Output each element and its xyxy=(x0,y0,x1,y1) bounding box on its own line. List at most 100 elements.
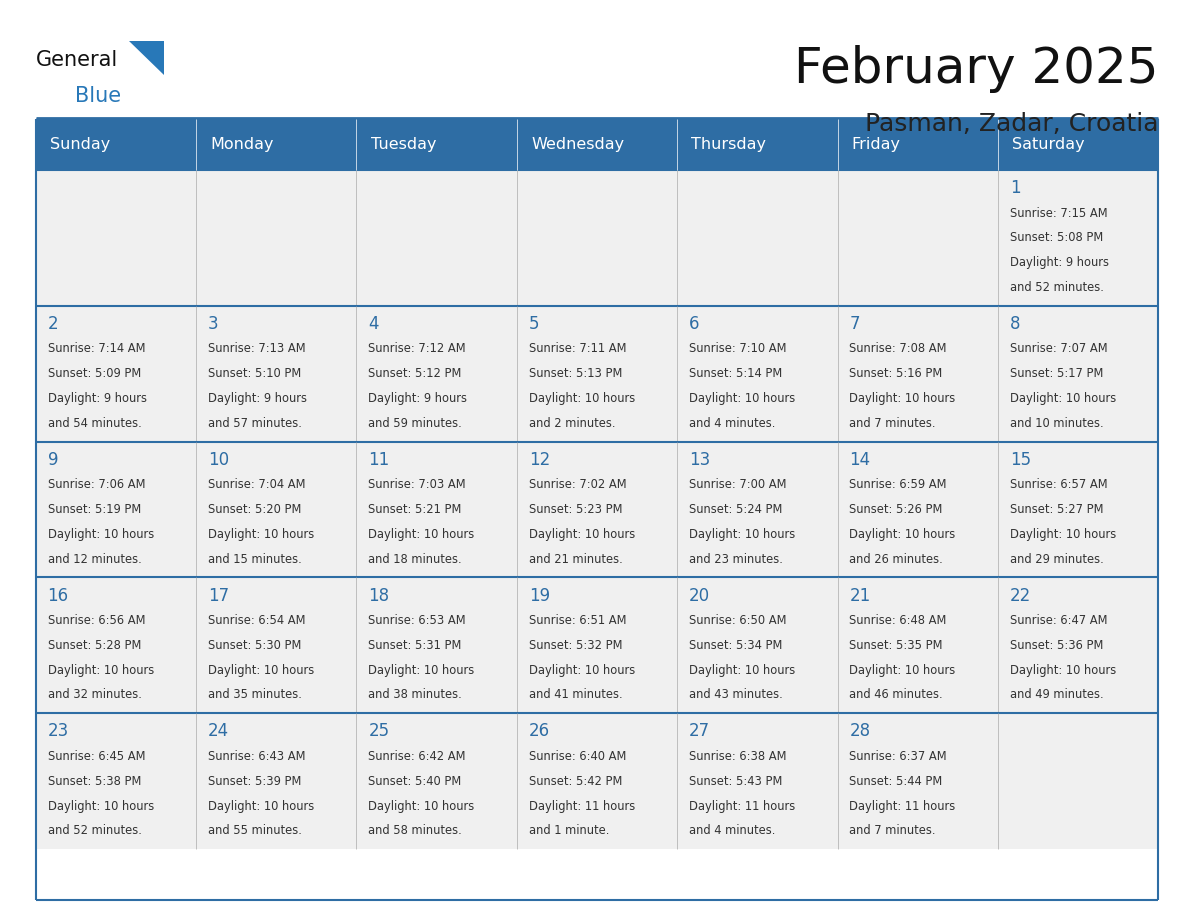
Text: Sunrise: 7:02 AM: Sunrise: 7:02 AM xyxy=(529,478,626,491)
Text: Sunset: 5:44 PM: Sunset: 5:44 PM xyxy=(849,775,942,788)
Text: Sunrise: 7:08 AM: Sunrise: 7:08 AM xyxy=(849,342,947,355)
Text: Sunrise: 6:37 AM: Sunrise: 6:37 AM xyxy=(849,750,947,763)
Text: Wednesday: Wednesday xyxy=(531,137,624,152)
Text: Sunset: 5:24 PM: Sunset: 5:24 PM xyxy=(689,503,783,516)
Text: 24: 24 xyxy=(208,722,229,741)
Text: Daylight: 10 hours: Daylight: 10 hours xyxy=(529,528,634,541)
Text: 28: 28 xyxy=(849,722,871,741)
Bar xyxy=(36,170,1158,306)
Text: and 1 minute.: and 1 minute. xyxy=(529,824,609,837)
Text: Daylight: 10 hours: Daylight: 10 hours xyxy=(48,664,153,677)
Text: Monday: Monday xyxy=(210,137,273,152)
Text: 5: 5 xyxy=(529,315,539,333)
Text: 23: 23 xyxy=(48,722,69,741)
Text: Daylight: 10 hours: Daylight: 10 hours xyxy=(368,528,474,541)
Text: 22: 22 xyxy=(1010,587,1031,605)
Text: 15: 15 xyxy=(1010,451,1031,469)
Text: Sunset: 5:40 PM: Sunset: 5:40 PM xyxy=(368,775,461,788)
Text: Daylight: 10 hours: Daylight: 10 hours xyxy=(48,528,153,541)
Text: Daylight: 10 hours: Daylight: 10 hours xyxy=(48,800,153,812)
Text: Sunrise: 6:56 AM: Sunrise: 6:56 AM xyxy=(48,614,145,627)
Text: Sunset: 5:27 PM: Sunset: 5:27 PM xyxy=(1010,503,1104,516)
Text: Daylight: 10 hours: Daylight: 10 hours xyxy=(208,528,314,541)
Text: Sunrise: 6:45 AM: Sunrise: 6:45 AM xyxy=(48,750,145,763)
Text: Daylight: 9 hours: Daylight: 9 hours xyxy=(48,392,146,405)
Text: Daylight: 10 hours: Daylight: 10 hours xyxy=(208,800,314,812)
Text: 21: 21 xyxy=(849,587,871,605)
Text: Daylight: 10 hours: Daylight: 10 hours xyxy=(1010,664,1116,677)
Text: Daylight: 10 hours: Daylight: 10 hours xyxy=(849,392,955,405)
Text: Sunrise: 6:53 AM: Sunrise: 6:53 AM xyxy=(368,614,466,627)
Bar xyxy=(36,442,1158,577)
Text: and 49 minutes.: and 49 minutes. xyxy=(1010,688,1104,701)
Text: 3: 3 xyxy=(208,315,219,333)
Text: Daylight: 11 hours: Daylight: 11 hours xyxy=(529,800,634,812)
Bar xyxy=(36,119,1158,170)
Text: Sunrise: 6:57 AM: Sunrise: 6:57 AM xyxy=(1010,478,1107,491)
Text: Sunset: 5:12 PM: Sunset: 5:12 PM xyxy=(368,367,462,380)
Text: and 54 minutes.: and 54 minutes. xyxy=(48,417,141,430)
Text: 20: 20 xyxy=(689,587,710,605)
Text: 12: 12 xyxy=(529,451,550,469)
Text: and 7 minutes.: and 7 minutes. xyxy=(849,824,936,837)
Text: Sunrise: 6:38 AM: Sunrise: 6:38 AM xyxy=(689,750,786,763)
Text: 11: 11 xyxy=(368,451,390,469)
Text: Sunrise: 7:15 AM: Sunrise: 7:15 AM xyxy=(1010,207,1107,219)
Text: and 52 minutes.: and 52 minutes. xyxy=(1010,281,1104,294)
Text: Sunrise: 6:59 AM: Sunrise: 6:59 AM xyxy=(849,478,947,491)
Text: Sunrise: 7:04 AM: Sunrise: 7:04 AM xyxy=(208,478,305,491)
Text: Sunset: 5:31 PM: Sunset: 5:31 PM xyxy=(368,639,462,652)
Text: Sunrise: 7:10 AM: Sunrise: 7:10 AM xyxy=(689,342,786,355)
Text: Daylight: 9 hours: Daylight: 9 hours xyxy=(368,392,467,405)
Text: and 32 minutes.: and 32 minutes. xyxy=(48,688,141,701)
Text: and 58 minutes.: and 58 minutes. xyxy=(368,824,462,837)
Text: 14: 14 xyxy=(849,451,871,469)
Text: Sunrise: 6:54 AM: Sunrise: 6:54 AM xyxy=(208,614,305,627)
Text: and 12 minutes.: and 12 minutes. xyxy=(48,553,141,565)
Text: February 2025: February 2025 xyxy=(794,45,1158,93)
Text: 9: 9 xyxy=(48,451,58,469)
Text: Sunset: 5:08 PM: Sunset: 5:08 PM xyxy=(1010,231,1102,244)
Text: Sunrise: 6:47 AM: Sunrise: 6:47 AM xyxy=(1010,614,1107,627)
Text: Sunrise: 6:40 AM: Sunrise: 6:40 AM xyxy=(529,750,626,763)
Text: and 4 minutes.: and 4 minutes. xyxy=(689,824,776,837)
Text: and 55 minutes.: and 55 minutes. xyxy=(208,824,302,837)
Text: Pasman, Zadar, Croatia: Pasman, Zadar, Croatia xyxy=(865,112,1158,136)
Text: Daylight: 10 hours: Daylight: 10 hours xyxy=(368,800,474,812)
Bar xyxy=(36,577,1158,713)
Text: Sunrise: 7:12 AM: Sunrise: 7:12 AM xyxy=(368,342,466,355)
Text: Sunset: 5:16 PM: Sunset: 5:16 PM xyxy=(849,367,942,380)
Text: Blue: Blue xyxy=(75,86,121,106)
Text: Daylight: 11 hours: Daylight: 11 hours xyxy=(849,800,955,812)
Text: Daylight: 10 hours: Daylight: 10 hours xyxy=(689,392,795,405)
Text: 25: 25 xyxy=(368,722,390,741)
Text: Sunset: 5:28 PM: Sunset: 5:28 PM xyxy=(48,639,141,652)
Text: Sunset: 5:39 PM: Sunset: 5:39 PM xyxy=(208,775,302,788)
Text: Sunset: 5:36 PM: Sunset: 5:36 PM xyxy=(1010,639,1104,652)
Text: Sunrise: 6:42 AM: Sunrise: 6:42 AM xyxy=(368,750,466,763)
Text: Daylight: 10 hours: Daylight: 10 hours xyxy=(1010,392,1116,405)
Text: Sunset: 5:14 PM: Sunset: 5:14 PM xyxy=(689,367,782,380)
Text: Daylight: 10 hours: Daylight: 10 hours xyxy=(368,664,474,677)
Text: and 43 minutes.: and 43 minutes. xyxy=(689,688,783,701)
Text: Daylight: 10 hours: Daylight: 10 hours xyxy=(849,664,955,677)
Text: Sunset: 5:35 PM: Sunset: 5:35 PM xyxy=(849,639,943,652)
Text: 4: 4 xyxy=(368,315,379,333)
Text: and 57 minutes.: and 57 minutes. xyxy=(208,417,302,430)
Text: 6: 6 xyxy=(689,315,700,333)
Text: 8: 8 xyxy=(1010,315,1020,333)
Text: Daylight: 10 hours: Daylight: 10 hours xyxy=(208,664,314,677)
Text: and 10 minutes.: and 10 minutes. xyxy=(1010,417,1104,430)
Text: and 38 minutes.: and 38 minutes. xyxy=(368,688,462,701)
Text: Sunrise: 7:03 AM: Sunrise: 7:03 AM xyxy=(368,478,466,491)
Text: Daylight: 11 hours: Daylight: 11 hours xyxy=(689,800,795,812)
Text: and 35 minutes.: and 35 minutes. xyxy=(208,688,302,701)
Text: 26: 26 xyxy=(529,722,550,741)
Text: 17: 17 xyxy=(208,587,229,605)
Text: Daylight: 10 hours: Daylight: 10 hours xyxy=(849,528,955,541)
Text: and 52 minutes.: and 52 minutes. xyxy=(48,824,141,837)
Text: 19: 19 xyxy=(529,587,550,605)
Text: Thursday: Thursday xyxy=(691,137,766,152)
Polygon shape xyxy=(129,41,164,75)
Text: Sunset: 5:26 PM: Sunset: 5:26 PM xyxy=(849,503,943,516)
